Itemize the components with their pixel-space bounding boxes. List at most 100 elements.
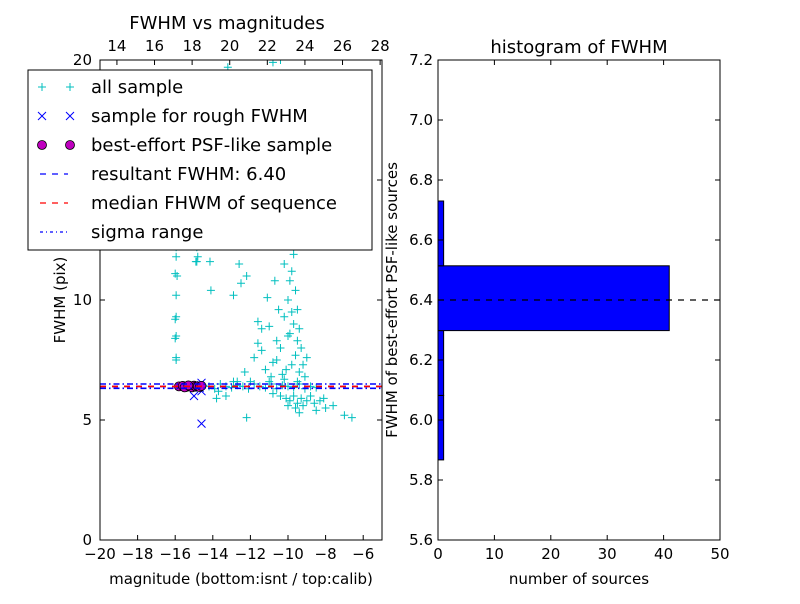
data-point-all-sample [329,401,338,410]
histogram-bar [437,200,445,267]
legend-marker [38,83,46,91]
y-tick-label: 7.2 [409,51,433,69]
legend-label: sample for rough FWHM [91,106,308,127]
y-tick-label: 5.6 [409,531,433,549]
data-point-all-sample [229,377,238,386]
scatter-plot: −20 −18 −16 −14 −12 −10 −8 −6 14 16 18 20 22 24 26 28 0 5… [27,13,390,588]
data-point-all-sample [257,346,266,355]
y-tick-label: 6.0 [409,411,433,429]
data-point-all-sample [295,324,304,333]
data-point-all-sample [293,399,302,408]
data-point-all-sample [265,377,274,386]
data-point-all-sample [206,286,215,295]
legend-label: median FHWM of sequence [91,193,337,214]
x-tick-label: 0 [433,545,443,563]
legend: all sample sample for rough FWHM best-effo… [27,69,373,251]
y-axis-label: FWHM of best-effort PSF-like sources [383,162,401,438]
data-point-all-sample [297,394,306,403]
data-point-all-sample [293,305,302,314]
y-tick-label: 6.8 [409,171,433,189]
data-point-all-sample [267,372,276,381]
histogram-bar [437,330,445,396]
legend-label: resultant FWHM: 6.40 [91,164,286,185]
y-tick-label: 5 [82,411,92,429]
y-tick-label: 20 [73,51,92,69]
data-point-all-sample [193,252,202,261]
data-point-all-sample [293,377,302,386]
data-point-all-sample [289,320,298,328]
data-point-all-sample [299,401,308,410]
legend-box [27,69,373,251]
data-point-all-sample [257,324,266,333]
data-point-all-sample [221,392,230,400]
data-point-sample-for-rough-fwhm [189,391,199,401]
data-point-all-sample [280,375,289,384]
x-tick-label: −6 [352,545,374,563]
data-point-all-sample [284,401,292,410]
data-point-all-sample [347,413,356,422]
data-point-all-sample [171,269,180,278]
data-point-all-sample [172,332,181,340]
data-point-all-sample [295,408,304,417]
top-x-tick-label: 28 [371,37,390,55]
data-point-all-sample [268,389,277,398]
data-point-all-sample [265,322,274,331]
top-x-tick-label: 18 [183,37,202,55]
y-tick-label: 7.0 [409,111,433,129]
data-point-all-sample [268,358,277,367]
data-point-all-sample [291,404,300,412]
data-point-all-sample [253,339,262,348]
legend-marker [37,111,47,121]
data-point-all-sample [240,368,249,376]
data-point-all-sample [319,394,328,403]
top-x-tick-label: 14 [107,37,126,55]
histogram-bar [437,265,670,332]
x-tick-label: −10 [272,545,304,563]
legend-label: sigma range [91,222,203,243]
x-axis-label: magnitude (bottom:isnt / top:calib) [109,570,373,588]
y-tick-label: 5.8 [409,471,433,489]
top-x-tick-label: 24 [295,37,314,55]
data-point-all-sample [340,411,349,420]
data-point-all-sample [261,365,270,374]
x-tick-label: −8 [315,545,337,563]
data-point-all-sample [253,317,262,326]
data-point-all-sample [242,413,251,422]
data-point-all-sample [299,360,308,369]
data-point-all-sample [302,396,311,405]
data-point-all-sample [293,336,302,345]
data-point-all-sample [295,368,304,376]
data-point-all-sample [291,286,300,295]
x-tick-label: 50 [710,545,729,563]
data-point-all-sample [285,396,294,405]
legend-marker [66,83,74,91]
data-point-all-sample [274,305,283,314]
x-tick-label: 30 [598,545,617,563]
data-point-all-sample [282,365,291,374]
chart-title: FWHM vs magnitudes [129,13,324,34]
data-point-all-sample [229,291,238,300]
top-x-tick-label: 26 [333,37,352,55]
data-point-all-sample [285,329,294,338]
data-point-all-sample [172,291,181,300]
y-tick-label: 6.2 [409,351,433,369]
histogram-plot: 0 10 20 30 40 50 5.6 5.8 6.0 6.2 6.4 6.6 6.8 7.0 7.2 hi… [383,37,730,588]
legend-label: all sample [91,77,183,98]
data-point-all-sample [276,344,285,352]
data-point-all-sample [172,252,181,261]
data-point-all-sample [306,392,315,400]
x-tick-label: −14 [197,545,229,563]
y-tick-label: 6.6 [409,231,433,249]
data-point-all-sample [321,404,330,412]
data-point-all-sample [291,351,300,360]
x-axis-label: number of sources [509,570,649,588]
data-point-all-sample [235,260,244,268]
y-axis-label: FWHM (pix) [51,257,69,344]
data-point-all-sample [310,399,319,408]
data-point-all-sample [289,392,298,400]
data-point-all-sample [278,370,287,379]
y-tick-label: 0 [82,531,92,549]
chart-title: histogram of FWHM [490,37,667,58]
data-point-all-sample [284,296,292,304]
